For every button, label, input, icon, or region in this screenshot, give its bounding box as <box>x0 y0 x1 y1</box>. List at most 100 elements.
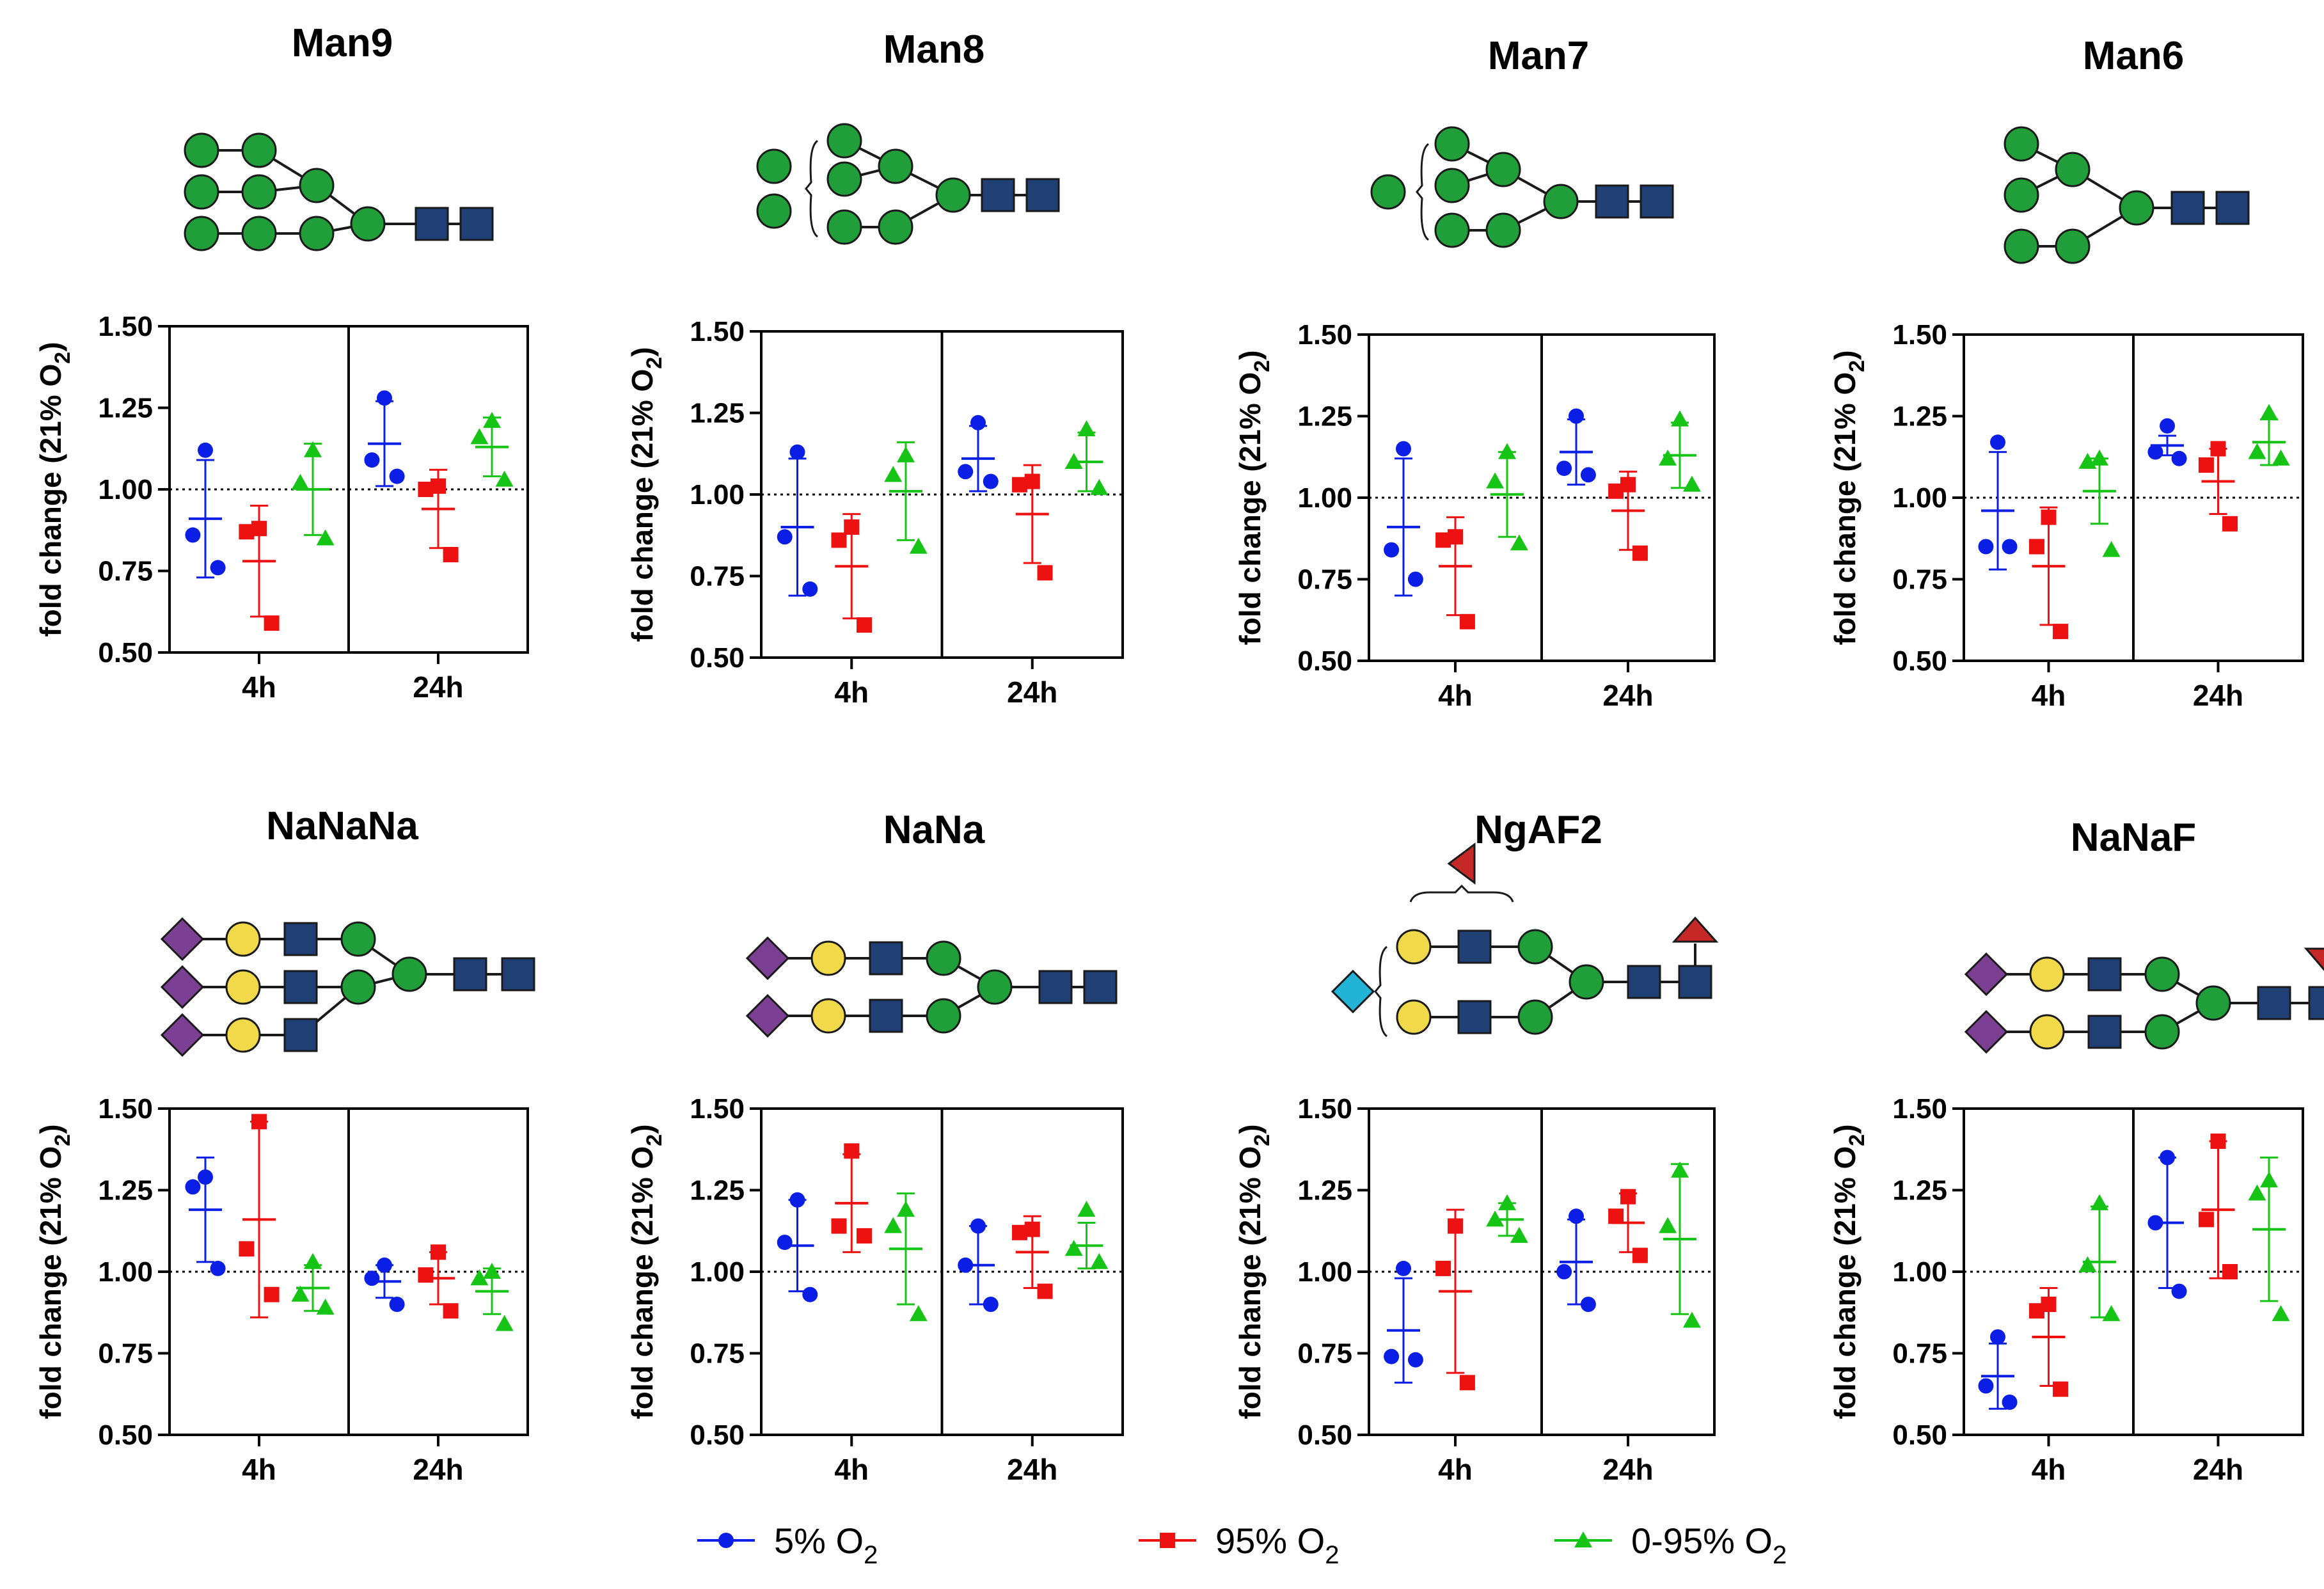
data-point <box>2260 1171 2278 1188</box>
series-group-s5 <box>958 415 999 493</box>
data-point <box>483 1263 501 1279</box>
series-group-s95 <box>2198 441 2238 532</box>
data-point <box>777 529 793 545</box>
y-axis-label-end: ) <box>626 1124 659 1134</box>
legend-label: 0-95% O2 <box>1631 1521 1787 1569</box>
legend-item: 95% O2 <box>1139 1521 1339 1569</box>
y-axis-label-sub: 2 <box>1250 1134 1274 1146</box>
glycan-residue <box>1964 1010 2008 1054</box>
fucose-residue <box>2304 947 2324 971</box>
series-group-s5 <box>185 442 226 579</box>
y-axis-label-end: ) <box>1828 1124 1862 1134</box>
y-tick-label: 1.00 <box>1892 1256 1947 1288</box>
glycan-residue <box>453 957 487 992</box>
data-point <box>364 1270 380 1286</box>
data-point <box>2002 539 2018 555</box>
glycan-residue <box>756 148 792 184</box>
data-point <box>2248 443 2266 459</box>
data-point <box>2248 1184 2266 1201</box>
y-tick-label: 1.50 <box>1297 319 1352 351</box>
y-axis-label-text: fold change (21% O <box>1828 1146 1862 1419</box>
legend-label-text: 95% O <box>1215 1521 1325 1561</box>
data-point <box>1659 1217 1677 1233</box>
data-point <box>1978 539 1994 555</box>
data-point <box>1978 1378 1994 1394</box>
glycan-residue <box>283 1018 318 1052</box>
y-axis-label-sub: 2 <box>642 1134 667 1146</box>
y-tick-label: 1.00 <box>1297 1256 1352 1288</box>
series-group-s095 <box>470 1263 514 1331</box>
data-point <box>1608 483 1624 499</box>
x-tick-label: 24h <box>2193 679 2243 712</box>
data-point <box>389 468 405 484</box>
y-tick-label: 1.25 <box>690 1175 745 1206</box>
data-point <box>1556 1264 1572 1279</box>
glycan-residue <box>1434 126 1470 162</box>
data-point <box>2147 444 2163 460</box>
data-point <box>495 1315 514 1331</box>
data-point <box>897 446 915 462</box>
data-point <box>2198 457 2214 473</box>
glycan-bond <box>182 986 360 1036</box>
y-tick-label: 1.00 <box>1297 482 1352 514</box>
y-axis-label-sub: 2 <box>51 352 75 364</box>
data-point <box>291 473 310 490</box>
glycan-bracket <box>805 139 819 238</box>
legend-item: 0-95% O2 <box>1554 1521 1787 1569</box>
data-point <box>1407 571 1423 587</box>
chart-panel-man7: Man7 0.50 0.75 1.00 1.25 1.50 fold change (21%… <box>1233 34 1716 712</box>
x-tick-label: 4h <box>2032 1453 2066 1486</box>
x-tick-label: 4h <box>242 670 276 704</box>
y-tick-label: 1.25 <box>98 393 153 424</box>
data-point <box>1569 1208 1584 1224</box>
y-tick-label: 1.50 <box>1892 319 1947 351</box>
data-point <box>2041 509 2057 525</box>
glycan-residue <box>981 178 1015 212</box>
glycan-residue <box>161 917 204 961</box>
glycan-residue <box>2215 191 2250 225</box>
data-point <box>198 1169 213 1185</box>
glycan-residue <box>161 965 204 1009</box>
y-tick-label: 0.75 <box>690 1338 745 1370</box>
y-tick-label: 1.25 <box>98 1175 153 1206</box>
glycan-residue <box>1083 970 1118 1004</box>
series-group-s5 <box>2147 418 2187 466</box>
glycan-bond <box>1414 981 1588 1018</box>
glycan-bond <box>202 223 368 235</box>
y-axis-label: fold change (21% O2) <box>1828 1124 1869 1419</box>
legend-item: 5% O2 <box>697 1521 878 1569</box>
series-group-s095 <box>2078 1194 2121 1322</box>
chart-panel-man8: Man8 0.50 0.75 1.00 1.25 1.50 fold change (21%… <box>626 28 1124 709</box>
glycan-residue <box>2144 1014 2180 1050</box>
legend-label-sub: 2 <box>1773 1541 1787 1569</box>
y-axis-label-end: ) <box>34 1124 67 1134</box>
legend-label: 95% O2 <box>1215 1521 1339 1569</box>
data-point <box>291 1285 310 1302</box>
data-point <box>857 1228 873 1244</box>
glycan-residue <box>1396 929 1432 965</box>
y-tick-label: 1.25 <box>1892 1175 1947 1206</box>
data-point <box>1671 1161 1689 1178</box>
chart-panel-nanaf: NaNaF 0.50 0.75 1.00 1.25 1.50 fold change (21… <box>1828 816 2324 1486</box>
series-group-s95 <box>1608 470 1648 561</box>
glycan-residue <box>826 209 862 245</box>
y-tick-label: 0.75 <box>1892 1338 1947 1370</box>
x-tick-label: 4h <box>834 676 869 709</box>
series-group-s095 <box>291 1253 335 1315</box>
y-tick-label: 1.00 <box>98 474 153 505</box>
data-point <box>1580 1297 1596 1312</box>
series-group-s5 <box>1978 1329 2018 1410</box>
data-point <box>2028 1303 2044 1319</box>
glycan-residue <box>878 148 913 184</box>
series-group-s95 <box>239 505 280 631</box>
glycan-residue <box>1640 184 1674 219</box>
series-group-s095 <box>2248 1157 2290 1322</box>
data-point <box>470 1269 489 1286</box>
y-tick-label: 1.50 <box>98 311 153 342</box>
glycan-residue <box>1434 168 1470 203</box>
data-point <box>1077 420 1096 436</box>
chart-title: Man8 <box>883 28 984 72</box>
y-tick-label: 1.00 <box>1892 482 1947 514</box>
y-axis-label: fold change (21% O2) <box>626 1124 667 1419</box>
data-point <box>777 1235 793 1251</box>
